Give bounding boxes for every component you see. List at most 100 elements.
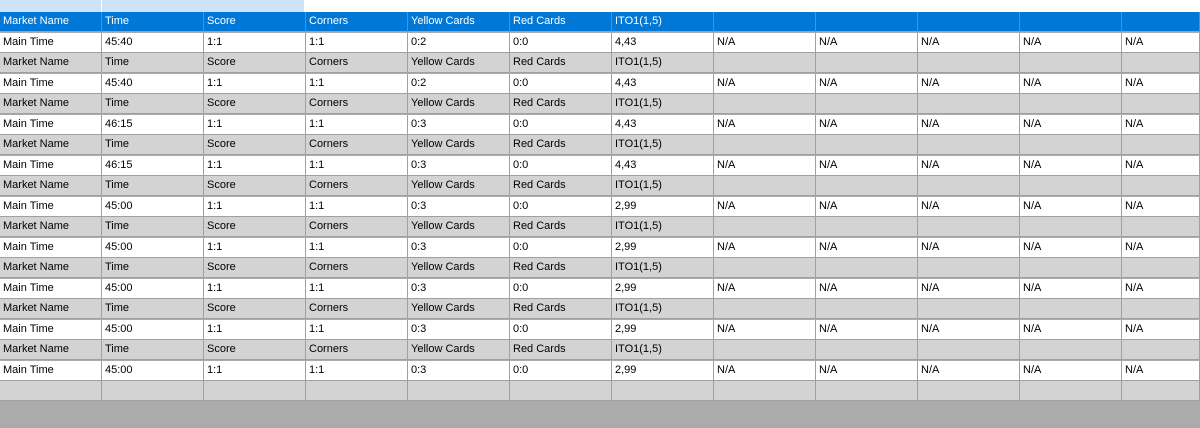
table-cell[interactable]: Market Name — [0, 176, 102, 196]
table-cell[interactable]: Market Name — [0, 53, 102, 73]
table-cell[interactable]: N/A — [1020, 319, 1122, 340]
table-cell[interactable]: Yellow Cards — [408, 217, 510, 237]
table-header-row[interactable]: Market Name Time Score Corners Yellow Cards R… — [0, 94, 1200, 114]
table-cell[interactable] — [714, 340, 816, 360]
table-cell[interactable]: 0:3 — [408, 278, 510, 299]
table-cell[interactable] — [1020, 53, 1122, 73]
table-cell[interactable]: N/A — [816, 360, 918, 381]
table-cell[interactable] — [918, 340, 1020, 360]
new-row[interactable] — [0, 381, 1200, 401]
table-cell[interactable]: 2,99 — [612, 319, 714, 340]
table-cell[interactable]: N/A — [1020, 73, 1122, 94]
table-cell[interactable] — [816, 176, 918, 196]
table-cell[interactable] — [714, 299, 816, 319]
table-cell[interactable]: N/A — [714, 278, 816, 299]
table-cell[interactable] — [204, 381, 306, 401]
table-cell[interactable]: Time — [102, 53, 204, 73]
table-row[interactable]: Main Time 46:15 1:1 1:1 0:3 0:0 4,43 N/A N/A N/A N… — [0, 114, 1200, 135]
table-cell[interactable] — [816, 217, 918, 237]
table-cell[interactable]: Score — [204, 12, 306, 32]
table-cell[interactable]: 1:1 — [306, 196, 408, 217]
table-cell[interactable]: Main Time — [0, 319, 102, 340]
table-cell[interactable]: Market Name — [0, 217, 102, 237]
table-cell[interactable] — [1122, 94, 1200, 114]
table-header-row[interactable]: Market Name Time Score Corners Yellow Cards R… — [0, 258, 1200, 278]
table-cell[interactable] — [918, 53, 1020, 73]
table-cell[interactable]: 1:1 — [306, 32, 408, 53]
table-cell[interactable]: ITO1(1,5) — [612, 217, 714, 237]
table-cell[interactable]: Time — [102, 94, 204, 114]
table-cell[interactable]: 0:0 — [510, 155, 612, 176]
table-cell[interactable] — [102, 381, 204, 401]
table-cell[interactable]: Score — [204, 176, 306, 196]
table-cell[interactable]: Time — [102, 340, 204, 360]
table-cell[interactable] — [1122, 135, 1200, 155]
table-cell[interactable]: 0:3 — [408, 360, 510, 381]
table-cell[interactable] — [612, 381, 714, 401]
table-cell[interactable] — [816, 381, 918, 401]
table-cell[interactable]: Yellow Cards — [408, 12, 510, 32]
table-cell[interactable]: Red Cards — [510, 12, 612, 32]
table-cell[interactable]: N/A — [816, 73, 918, 94]
table-cell[interactable]: N/A — [714, 196, 816, 217]
table-cell[interactable]: N/A — [918, 278, 1020, 299]
table-cell[interactable] — [1122, 176, 1200, 196]
table-cell[interactable]: 1:1 — [204, 196, 306, 217]
table-cell[interactable] — [714, 135, 816, 155]
table-cell[interactable] — [1020, 135, 1122, 155]
table-cell[interactable] — [1122, 12, 1200, 32]
table-cell[interactable]: ITO1(1,5) — [612, 176, 714, 196]
table-cell[interactable]: Corners — [306, 53, 408, 73]
table-cell[interactable]: 1:1 — [204, 32, 306, 53]
table-cell[interactable]: 0:3 — [408, 196, 510, 217]
table-cell[interactable] — [816, 340, 918, 360]
table-cell[interactable]: Score — [204, 94, 306, 114]
table-cell[interactable] — [714, 258, 816, 278]
table-cell[interactable]: N/A — [1122, 319, 1200, 340]
table-cell[interactable] — [408, 381, 510, 401]
table-cell[interactable]: N/A — [1020, 237, 1122, 258]
table-cell[interactable]: 1:1 — [306, 73, 408, 94]
table-cell[interactable]: Market Name — [0, 258, 102, 278]
table-cell[interactable]: 0:0 — [510, 237, 612, 258]
table-cell[interactable]: N/A — [1122, 114, 1200, 135]
table-cell[interactable]: N/A — [714, 360, 816, 381]
table-cell[interactable]: N/A — [1122, 196, 1200, 217]
table-cell[interactable]: 2,99 — [612, 278, 714, 299]
table-cell[interactable]: 1:1 — [306, 155, 408, 176]
table-cell[interactable]: 1:1 — [204, 360, 306, 381]
table-cell[interactable]: Score — [204, 299, 306, 319]
table-cell[interactable]: 45:00 — [102, 237, 204, 258]
table-cell[interactable]: Yellow Cards — [408, 299, 510, 319]
table-cell[interactable]: N/A — [918, 196, 1020, 217]
table-cell[interactable] — [1020, 258, 1122, 278]
table-cell[interactable]: Yellow Cards — [408, 135, 510, 155]
table-cell[interactable]: Time — [102, 135, 204, 155]
table-cell[interactable]: Main Time — [0, 32, 102, 53]
table-cell[interactable] — [1020, 381, 1122, 401]
table-cell[interactable]: Corners — [306, 258, 408, 278]
table-cell[interactable]: 1:1 — [204, 114, 306, 135]
table-cell[interactable]: 45:00 — [102, 319, 204, 340]
table-cell[interactable]: ITO1(1,5) — [612, 258, 714, 278]
table-cell[interactable]: 0:3 — [408, 319, 510, 340]
table-row[interactable]: Main Time 46:15 1:1 1:1 0:3 0:0 4,43 N/A N/A N/A N… — [0, 155, 1200, 176]
table-cell[interactable]: Yellow Cards — [408, 94, 510, 114]
table-cell[interactable]: 0:3 — [408, 155, 510, 176]
table-cell[interactable]: N/A — [1122, 73, 1200, 94]
table-cell[interactable]: Red Cards — [510, 217, 612, 237]
table-cell[interactable]: Red Cards — [510, 340, 612, 360]
table-cell[interactable] — [816, 94, 918, 114]
table-cell[interactable]: Yellow Cards — [408, 53, 510, 73]
table-cell[interactable]: Time — [102, 12, 204, 32]
table-cell[interactable]: Time — [102, 176, 204, 196]
table-cell[interactable] — [1122, 217, 1200, 237]
table-cell[interactable]: N/A — [714, 32, 816, 53]
table-cell[interactable] — [1020, 94, 1122, 114]
table-cell[interactable]: 1:1 — [204, 73, 306, 94]
table-cell[interactable]: 4,43 — [612, 114, 714, 135]
table-cell[interactable]: N/A — [1122, 360, 1200, 381]
table-cell[interactable]: Market Name — [0, 299, 102, 319]
table-header-row[interactable]: Market Name Time Score Corners Yellow Cards R… — [0, 53, 1200, 73]
table-cell[interactable] — [918, 258, 1020, 278]
